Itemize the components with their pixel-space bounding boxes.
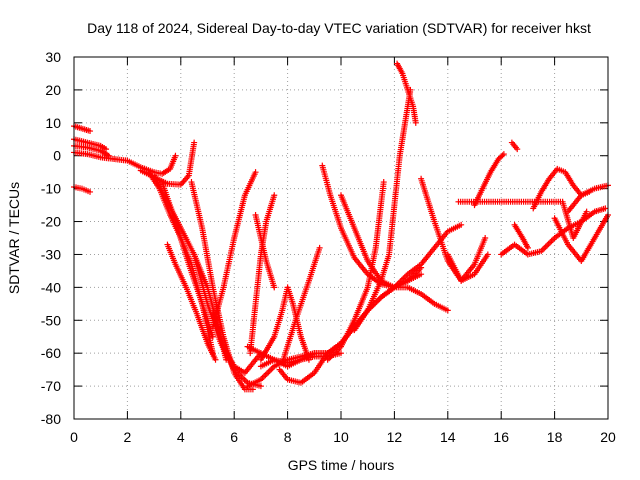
data-point xyxy=(602,205,609,212)
series-track-2 xyxy=(71,123,94,135)
y-tick-labels: 30 20 10 0 -10 -20 -30 -40 -50 -60 -70 -80 xyxy=(41,49,61,427)
y-tick-label: -10 xyxy=(41,181,61,197)
x-tick-label: 6 xyxy=(230,429,238,445)
data-point xyxy=(271,192,278,199)
data-point xyxy=(249,386,256,393)
data-points xyxy=(71,60,611,393)
y-tick-label: 30 xyxy=(45,49,61,65)
y-tick-label: -80 xyxy=(41,411,61,427)
series-track-17 xyxy=(252,211,278,291)
y-tick-label: -60 xyxy=(41,345,61,361)
series-track-28 xyxy=(394,60,419,126)
data-point xyxy=(268,366,275,373)
y-tick-label: -50 xyxy=(41,312,61,328)
x-tick-label: 4 xyxy=(177,429,185,445)
series-track-26 xyxy=(324,179,387,363)
data-point xyxy=(252,169,259,176)
series-track-25 xyxy=(338,192,425,291)
y-axis-title: SDTVAR / TECUs xyxy=(6,182,22,294)
series-track-16 xyxy=(247,192,278,357)
data-point xyxy=(544,242,551,249)
data-point xyxy=(418,271,425,278)
x-tick-label: 16 xyxy=(493,429,509,445)
data-point xyxy=(484,251,491,258)
x-axis-title: GPS time / hours xyxy=(288,457,395,473)
data-point xyxy=(87,128,94,135)
data-point xyxy=(266,367,273,374)
data-point xyxy=(514,146,521,153)
grid-lines xyxy=(74,57,608,419)
x-tick-label: 20 xyxy=(600,429,616,445)
series-track-11 xyxy=(164,241,219,363)
series-track-39 xyxy=(455,198,590,241)
series-track-31 xyxy=(471,151,507,209)
data-point xyxy=(87,188,94,195)
series-track-22 xyxy=(276,350,331,386)
x-tick-label: 12 xyxy=(387,429,403,445)
x-tick-label: 8 xyxy=(284,429,292,445)
data-point xyxy=(499,152,506,159)
x-tick-label: 18 xyxy=(547,429,563,445)
data-point xyxy=(500,151,507,158)
series-track-30 xyxy=(444,235,489,284)
y-tick-label: 10 xyxy=(45,115,61,131)
y-tick-label: -20 xyxy=(41,214,61,230)
series-track-5 xyxy=(71,149,118,163)
x-tick-labels: 0 2 4 6 8 10 12 14 16 18 20 xyxy=(70,429,616,445)
data-point xyxy=(583,208,590,215)
y-tick-label: -40 xyxy=(41,279,61,295)
data-point xyxy=(324,350,331,357)
data-point xyxy=(172,152,179,159)
data-point xyxy=(262,372,269,379)
data-point xyxy=(444,307,451,314)
y-tick-label: 0 xyxy=(53,148,61,164)
series-track-15 xyxy=(209,310,264,376)
data-point xyxy=(542,243,549,250)
data-point xyxy=(412,119,419,126)
data-point xyxy=(418,264,425,271)
series-track-23 xyxy=(279,244,323,367)
data-point xyxy=(541,245,548,252)
data-point xyxy=(265,369,272,376)
data-point xyxy=(263,370,270,377)
data-point xyxy=(271,284,278,291)
data-point xyxy=(257,383,264,390)
data-point xyxy=(458,221,465,228)
data-point xyxy=(524,244,531,251)
data-point xyxy=(212,356,219,363)
series-track-10 xyxy=(159,179,216,340)
plot-frame xyxy=(73,56,609,420)
y-tick-label: 20 xyxy=(45,82,61,98)
y-tick-label: -30 xyxy=(41,246,61,262)
x-tick-label: 14 xyxy=(440,429,456,445)
series-track-32 xyxy=(508,139,521,153)
y-tick-label: -70 xyxy=(41,378,61,394)
data-point xyxy=(191,139,198,146)
data-point xyxy=(305,356,312,363)
chart-title: Day 118 of 2024, Sidereal Day-to-day VTE… xyxy=(87,20,591,36)
series-track-21 xyxy=(257,284,312,363)
data-point xyxy=(545,240,552,247)
x-tick-label: 10 xyxy=(333,429,349,445)
data-point xyxy=(338,350,344,357)
data-point xyxy=(482,235,489,241)
data-point xyxy=(260,373,267,380)
series-track-27 xyxy=(351,86,414,334)
data-point xyxy=(209,333,216,340)
series-track-24 xyxy=(319,162,451,314)
series-track-7 xyxy=(137,139,198,188)
x-tick-label: 2 xyxy=(124,429,132,445)
data-point xyxy=(316,244,323,251)
data-point xyxy=(380,179,387,186)
data-point xyxy=(548,237,555,244)
x-tick-label: 0 xyxy=(70,429,78,445)
series-track-3 xyxy=(71,136,110,153)
series-track-37 xyxy=(551,211,611,265)
series-track-34 xyxy=(511,221,531,251)
data-point xyxy=(547,239,554,246)
